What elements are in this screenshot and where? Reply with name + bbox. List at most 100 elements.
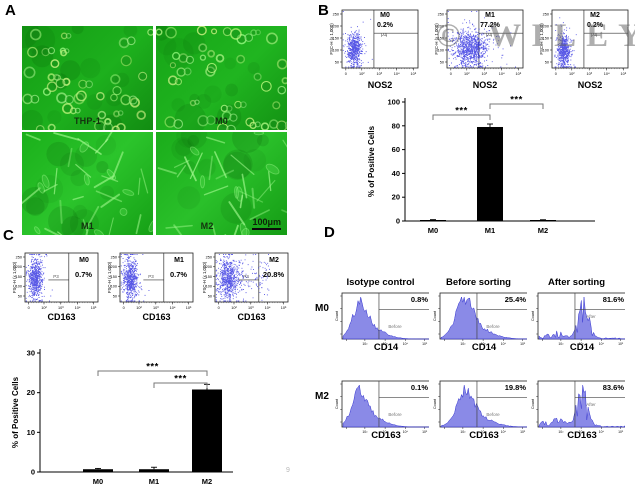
flow-plot-c-m1: FSC-H (x 1,000) 250 200 150 100 50 0 10² 10³ 10⁴ 1…	[107, 248, 199, 324]
flow-scatter-svg: FSC-H (x 1,000) 250 200 150 100 50 0 10² 10³ 10⁴ 1…	[107, 252, 194, 310]
hist-percent: 81.6%	[602, 295, 624, 304]
svg-text:10³: 10³	[586, 72, 592, 76]
svg-text:0: 0	[31, 468, 35, 477]
flow-plot-title: M2	[269, 257, 279, 264]
svg-text:10²: 10²	[558, 430, 564, 434]
flow-plot-canvas: FSC-H (x 1,000) 250 200 150 100 50 0 10² 10³ 10⁴ 1…	[107, 248, 199, 315]
svg-text:***: ***	[510, 95, 523, 106]
svg-text:10³: 10³	[481, 430, 487, 434]
hist-canvas: Count 10² 10³ 10⁴ 10⁵	[528, 289, 627, 356]
hist-percent: 0.1%	[410, 383, 428, 392]
flow-plot-canvas: FSC-H (x 1,000) 250 200 150 100 50 0 10² 10³ 10⁴ 1…	[538, 4, 630, 81]
svg-text:10²: 10²	[460, 342, 466, 346]
svg-text:10⁵: 10⁵	[91, 306, 97, 310]
svg-text:10⁴: 10⁴	[599, 430, 605, 434]
x-axis-marker: CD163	[469, 430, 499, 441]
gate-label: Before	[486, 412, 500, 417]
x-axis-marker: CD163	[371, 430, 401, 441]
svg-text:20: 20	[27, 388, 35, 397]
svg-text:10⁴: 10⁴	[394, 72, 400, 76]
flow-scatter-svg: FSC-H (x 1,000) 250 200 150 100 50 0 10² 10³ 10⁴ 1…	[12, 252, 99, 310]
svg-text:10⁴: 10⁴	[604, 72, 610, 76]
svg-text:10⁵: 10⁵	[422, 430, 428, 434]
hist-canvas: Count 10² 10³ 10⁴ 10⁵	[528, 377, 627, 444]
flow-plot-c-m0: FSC-H (x 1,000) 250 200 150 100 50 0 10² 10³ 10⁴ 1…	[12, 248, 104, 324]
x-axis-marker: CD163	[142, 312, 171, 322]
micro-image-m0: M0	[156, 26, 287, 130]
flow-plot-canvas: FSC-H (x 1,000) 250 200 150 100 50 0 10² 10³ 10⁴ 1…	[12, 248, 104, 315]
flow-scatter-svg: FSC-H (x 1,000) 250 200 150 100 50 0 10² 10³ 10⁴ 1…	[539, 9, 629, 76]
svg-text:100: 100	[333, 48, 339, 52]
svg-text:10²: 10²	[460, 430, 466, 434]
svg-text:150: 150	[543, 36, 549, 40]
svg-text:10³: 10³	[248, 306, 254, 310]
micro-canvas	[157, 132, 287, 235]
svg-text:10⁵: 10⁵	[186, 306, 192, 310]
svg-text:% of Positive Cells: % of Positive Cells	[367, 125, 376, 197]
svg-text:10⁴: 10⁴	[403, 430, 409, 434]
svg-text:10⁵: 10⁵	[516, 72, 522, 76]
svg-text:200: 200	[206, 265, 212, 269]
svg-text:10²: 10²	[558, 342, 564, 346]
d-col-header-isotype: Isotype control	[346, 277, 415, 288]
bar-chart-svg: 0 10 20 30 % of Positive Cells M0 M1 M2 *** ***	[11, 349, 233, 486]
micro-image-label: M0	[215, 116, 228, 126]
svg-text:80: 80	[392, 121, 400, 130]
svg-text:30: 30	[27, 349, 35, 358]
svg-text:100: 100	[543, 48, 549, 52]
flow-plot-title: M2	[590, 12, 600, 19]
svg-text:250: 250	[16, 255, 22, 259]
svg-text:10³: 10³	[579, 430, 585, 434]
svg-text:0: 0	[396, 217, 400, 226]
svg-text:10³: 10³	[58, 306, 64, 310]
x-axis-marker: CD163	[47, 312, 76, 322]
histogram-svg: Count 10² 10³ 10⁴ 10⁵	[433, 292, 529, 346]
svg-text:100: 100	[206, 285, 212, 289]
svg-text:10⁵: 10⁵	[422, 342, 428, 346]
flow-plot-c-m2: FSC-H (x 1,000) 250 200 150 100 50 0 10² 10³ 10⁴ 1…	[202, 248, 294, 324]
svg-text:10³: 10³	[383, 342, 389, 346]
hist-canvas: Count 10² 10³ 10⁴ 10⁵	[332, 289, 431, 356]
svg-text:10⁴: 10⁴	[599, 342, 605, 346]
flow-plot-title: M1	[485, 12, 495, 19]
svg-text:60: 60	[392, 145, 400, 154]
svg-text:***: ***	[455, 106, 468, 117]
flow-plot-b-m2: FSC-H (x 1,000) 250 200 150 100 50 0 10² 10³ 10⁴ 1…	[538, 4, 630, 92]
svg-text:FSC-H (x 1,000): FSC-H (x 1,000)	[107, 261, 112, 293]
svg-text:150: 150	[438, 36, 444, 40]
panel-d-label: D	[324, 224, 335, 241]
svg-text:100: 100	[111, 285, 117, 289]
micro-image-label: M2	[200, 221, 214, 231]
svg-text:150: 150	[333, 36, 339, 40]
svg-text:10³: 10³	[376, 72, 382, 76]
svg-text:200: 200	[543, 24, 549, 28]
svg-text:10²: 10²	[362, 430, 368, 434]
d-row-label-m2: M2	[315, 391, 329, 402]
svg-text:0: 0	[555, 72, 557, 76]
svg-text:FSC-H (x 1,000): FSC-H (x 1,000)	[329, 23, 334, 55]
svg-text:250: 250	[333, 12, 339, 16]
svg-text:***: ***	[146, 362, 159, 373]
svg-text:10⁴: 10⁴	[499, 72, 505, 76]
svg-text:100: 100	[387, 98, 400, 107]
svg-text:50: 50	[440, 60, 444, 64]
svg-text:50: 50	[208, 294, 212, 298]
gate-label: Before	[486, 324, 500, 329]
flow-plot-percent: 20.8%	[262, 270, 285, 279]
flow-plot-title: M0	[380, 12, 390, 19]
svg-text:100: 100	[438, 48, 444, 52]
hist-canvas: Count 10² 10³ 10⁴ 10⁵	[332, 377, 431, 444]
svg-text:FSC-H (x 1,000): FSC-H (x 1,000)	[12, 261, 17, 293]
flow-plot-percent: 0.7%	[169, 270, 188, 279]
micro-image-m1: M1	[22, 132, 153, 235]
flow-plot-percent: 0.2%	[377, 22, 393, 29]
x-axis-marker: CD14	[569, 342, 595, 353]
gate-label: P3	[53, 274, 59, 279]
flow-plot-canvas: FSC-H (x 1,000) 250 200 150 100 50 0 10² 10³ 10⁴ 1…	[328, 4, 420, 81]
flow-plot-percent: 77.2%	[480, 22, 500, 29]
svg-text:150: 150	[111, 275, 117, 279]
svg-text:10⁴: 10⁴	[265, 306, 271, 310]
hist-canvas: Count 10² 10³ 10⁴ 10⁵	[430, 377, 529, 444]
svg-text:10³: 10³	[481, 72, 487, 76]
gate-label: P4	[380, 33, 388, 39]
